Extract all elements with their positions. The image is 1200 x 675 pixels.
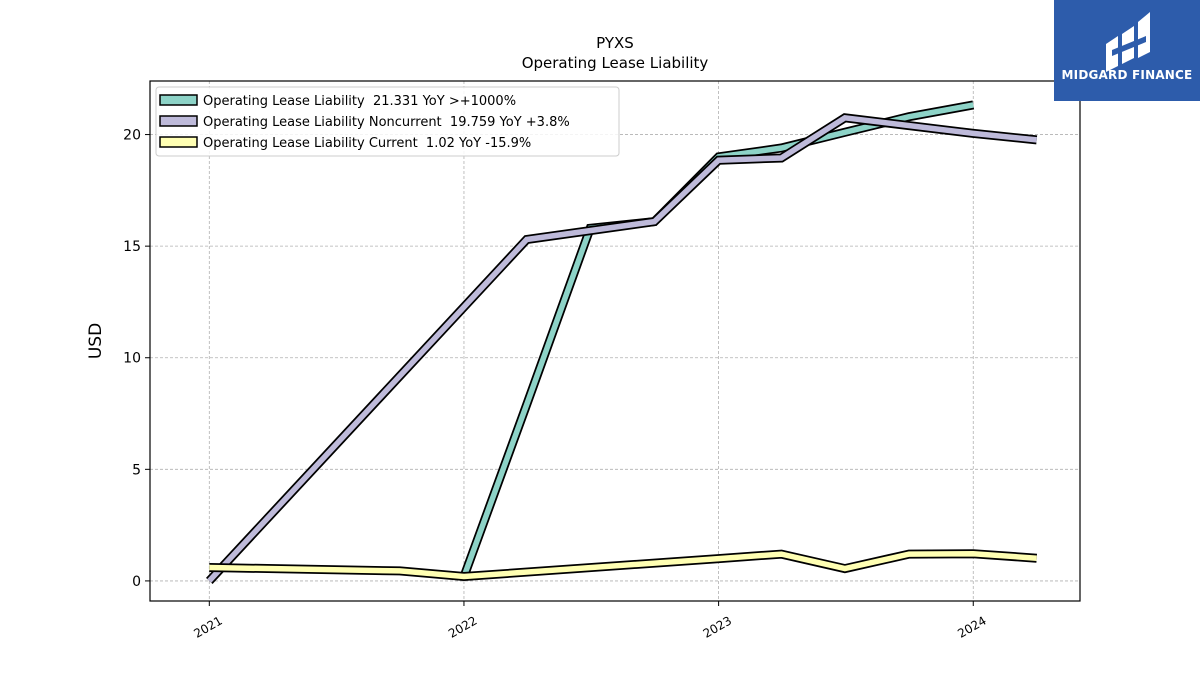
x-tick-label: 2021 [191, 613, 224, 640]
series-line-1 [459, 100, 975, 579]
logo-text: MIDGARD FINANCE [1061, 68, 1193, 82]
y-tick-label: 0 [132, 574, 141, 590]
series-outline [459, 100, 975, 579]
y-tick-label: 20 [123, 128, 141, 144]
x-tick-label: 2023 [701, 613, 734, 640]
series-line [207, 114, 1037, 583]
midgard-finance-logo: MIDGARD FINANCE [1054, 0, 1200, 101]
logo-mark-icon [1106, 12, 1150, 72]
series-line [209, 550, 1037, 580]
y-tick-label: 5 [132, 462, 141, 478]
y-tick-label: 15 [123, 239, 141, 255]
series-line-3 [209, 549, 1038, 582]
y-tick-label: 10 [123, 351, 141, 367]
legend-swatch-2 [159, 115, 198, 127]
chart-title: PYXS [596, 34, 634, 52]
x-tick-label: 2024 [955, 613, 988, 640]
legend-box [155, 86, 620, 157]
series-layer [206, 100, 1038, 584]
legend-swatch-1 [159, 94, 198, 106]
legend: Operating Lease Liability 21.331 YoY >+1… [155, 86, 620, 157]
series-outline [206, 113, 1038, 584]
legend-label-2: Operating Lease Liability Noncurrent 19.… [203, 115, 570, 130]
series-line [461, 102, 974, 578]
grid [150, 81, 1080, 601]
chart-subtitle: Operating Lease Liability [522, 54, 709, 72]
plot-frame [149, 80, 1081, 602]
legend-swatch-3 [159, 136, 198, 148]
x-tick-label: 2022 [446, 613, 479, 640]
legend-label-3: Operating Lease Liability Current 1.02 Y… [203, 136, 531, 151]
series-line-2 [206, 113, 1038, 584]
y-axis-label: USD [86, 323, 106, 359]
legend-label-1: Operating Lease Liability 21.331 YoY >+1… [203, 94, 516, 109]
